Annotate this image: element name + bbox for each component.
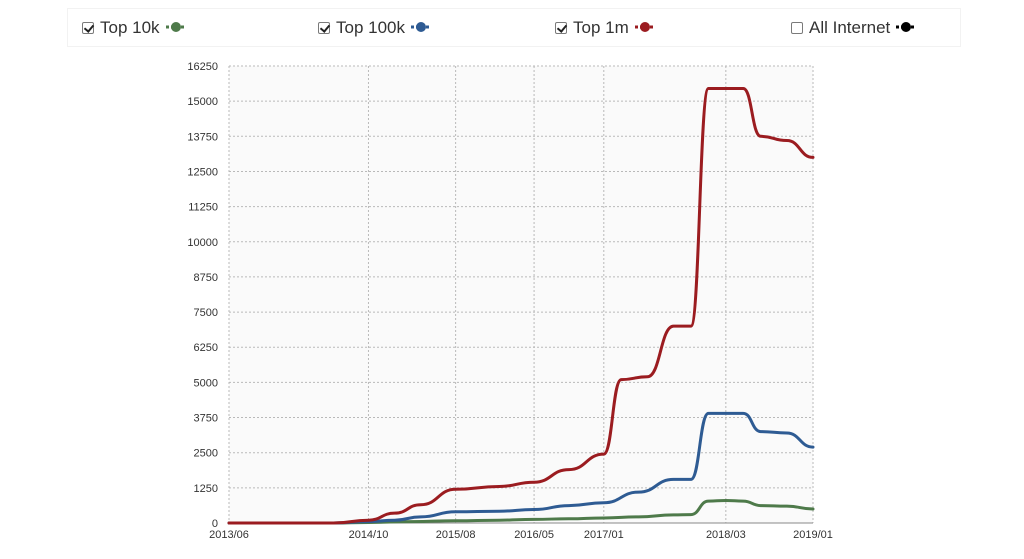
- legend-label-top-10k: Top 10k: [100, 17, 160, 37]
- y-tick-label: 6250: [194, 342, 218, 354]
- legend-item-top-1m[interactable]: Top 1m: [555, 9, 656, 46]
- x-tick-label: 2014/10: [349, 529, 389, 541]
- legend-checkbox-all-internet[interactable]: [791, 21, 803, 34]
- legend-checkbox-top-1m[interactable]: [555, 21, 567, 34]
- all-internet-marker-icon: [895, 18, 917, 38]
- legend-bar: Top 10k Top 100k Top 1m All Internet: [68, 9, 960, 46]
- top-10k-marker-icon: [165, 18, 187, 38]
- y-tick-label: 3750: [194, 413, 218, 425]
- y-tick-label: 15000: [187, 96, 218, 108]
- grid-lines: [228, 65, 814, 524]
- top-1m-marker-icon: [634, 18, 656, 38]
- y-tick-label: 8750: [194, 272, 218, 284]
- y-tick-label: 7500: [194, 307, 218, 319]
- x-axis-labels: 2013/06 2014/10 2015/08 2016/05 2017/01 2018/…: [209, 529, 833, 541]
- x-tick-label: 2018/03: [706, 529, 746, 541]
- x-tick-label: 2016/05: [514, 529, 554, 541]
- x-tick-label: 2019/01: [793, 529, 833, 541]
- x-tick-label: 2015/08: [436, 529, 476, 541]
- legend-label-all-internet: All Internet: [809, 17, 891, 37]
- legend-label-top-1m: Top 1m: [573, 17, 629, 37]
- series-lines: [227, 86, 815, 525]
- series-line-top-1m: [227, 86, 815, 525]
- legend-checkbox-top-100k[interactable]: [318, 21, 330, 34]
- series-line-top-100k: [227, 411, 815, 525]
- y-axis-labels: 0 1250 2500 3750 5000 6250 7500 8750 10000 11250 1…: [187, 61, 218, 530]
- y-tick-label: 2500: [194, 448, 218, 460]
- y-tick-label: 13750: [187, 131, 218, 143]
- legend-checkbox-top-10k[interactable]: [82, 21, 94, 34]
- legend-item-top-100k[interactable]: Top 100k: [318, 9, 432, 46]
- legend-item-top-10k[interactable]: Top 10k: [82, 9, 187, 46]
- y-tick-label: 10000: [187, 237, 218, 249]
- x-tick-label: 2013/06: [209, 529, 249, 541]
- y-tick-label: 11250: [188, 202, 218, 214]
- legend-item-all-internet[interactable]: All Internet: [791, 9, 917, 46]
- y-tick-label: 16250: [187, 61, 218, 73]
- y-tick-label: 0: [212, 518, 218, 530]
- y-tick-label: 5000: [194, 377, 218, 389]
- y-tick-label: 1250: [194, 483, 218, 495]
- y-tick-label: 12500: [187, 166, 218, 178]
- series-line-top-10k: [227, 499, 815, 525]
- plot-area: [229, 66, 813, 523]
- top-100k-marker-icon: [410, 18, 432, 38]
- legend-label-top-100k: Top 100k: [336, 17, 405, 37]
- x-tick-label: 2017/01: [584, 529, 624, 541]
